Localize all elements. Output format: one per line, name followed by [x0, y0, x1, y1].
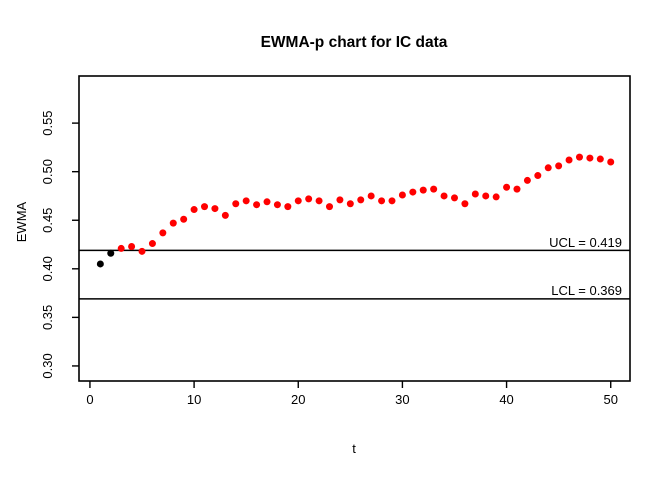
data-point [273, 201, 281, 209]
data-point [138, 247, 146, 255]
data-point [284, 203, 292, 211]
plot-border [78, 75, 631, 382]
data-point [263, 198, 271, 206]
data-point [534, 172, 542, 180]
data-point [201, 203, 209, 211]
data-point [575, 153, 583, 161]
data-point [253, 201, 261, 209]
data-point [461, 200, 469, 208]
data-point [357, 196, 365, 204]
data-point [409, 188, 417, 196]
ucl-label: UCL = 0.419 [549, 235, 622, 250]
x-tick-label: 20 [291, 392, 305, 407]
y-tick-label: 0.55 [40, 110, 55, 135]
data-point [586, 154, 594, 162]
data-point [492, 193, 500, 201]
data-point [565, 156, 573, 164]
data-point [326, 203, 334, 211]
data-point [523, 176, 531, 184]
data-point-in-control [96, 260, 104, 268]
y-tick-label: 0.35 [40, 305, 55, 330]
data-point [117, 244, 125, 252]
chart-title: EWMA-p chart for IC data [261, 34, 448, 51]
x-axis-label: t [352, 441, 356, 456]
x-tick-label: 10 [187, 392, 201, 407]
data-point [305, 195, 313, 203]
data-point [513, 185, 521, 193]
x-tick-label: 40 [499, 392, 513, 407]
x-tick-label: 30 [395, 392, 409, 407]
data-point [232, 200, 240, 208]
x-tick-label: 0 [86, 392, 93, 407]
data-point-in-control [107, 249, 115, 257]
data-point [398, 191, 406, 199]
y-tick-label: 0.45 [40, 208, 55, 233]
data-point [544, 164, 552, 172]
data-point [596, 155, 604, 163]
data-point [450, 194, 458, 202]
data-point [440, 192, 448, 200]
y-tick-label: 0.30 [40, 353, 55, 378]
data-point [242, 197, 250, 205]
data-point [503, 183, 511, 191]
data-point [419, 186, 427, 194]
data-point [378, 197, 386, 205]
x-tick-label: 50 [603, 392, 617, 407]
data-point [159, 229, 167, 237]
data-point [169, 219, 177, 227]
data-point [367, 192, 375, 200]
data-point [190, 206, 198, 214]
data-point [128, 242, 136, 250]
data-point [315, 197, 323, 205]
data-point [555, 162, 563, 170]
data-point [294, 197, 302, 205]
y-tick-label: 0.40 [40, 256, 55, 281]
y-tick-label: 0.50 [40, 159, 55, 184]
data-point [180, 215, 188, 223]
data-point [346, 200, 354, 208]
data-point [211, 205, 219, 213]
data-point [482, 192, 490, 200]
data-point [471, 190, 479, 198]
data-point [221, 211, 229, 219]
y-axis-label: EWMA [14, 201, 29, 242]
plot-area: 0 10 20 30 40 50 0.30 0.35 0.40 0.45 0.50 0.55 [40, 75, 631, 407]
data-point [388, 197, 396, 205]
data-point [607, 158, 615, 166]
data-point [430, 185, 438, 193]
data-point [148, 240, 156, 248]
lcl-label: LCL = 0.369 [551, 283, 622, 298]
data-point [336, 196, 344, 204]
